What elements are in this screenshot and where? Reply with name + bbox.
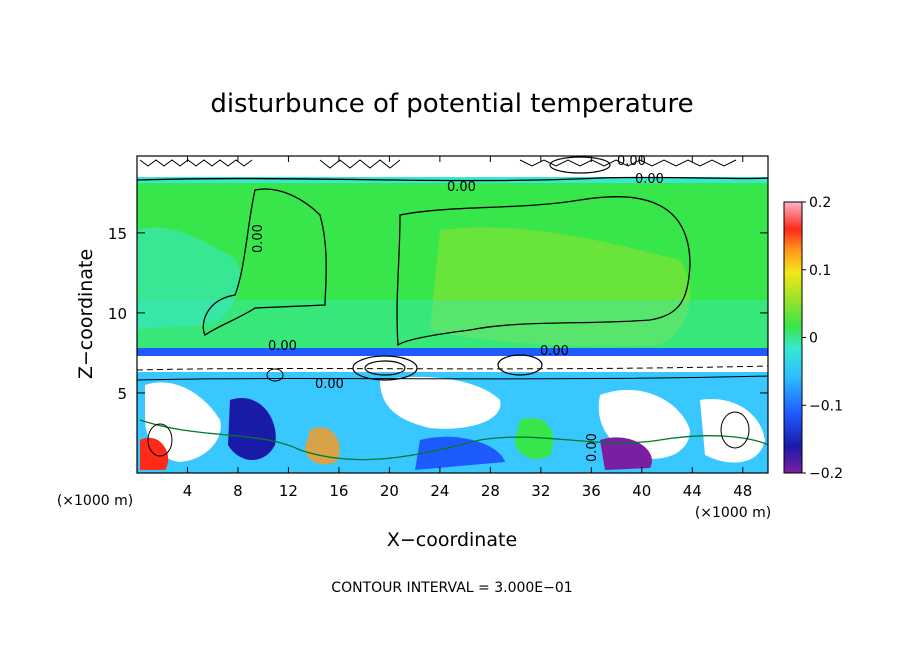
contour-interval-footer: CONTOUR INTERVAL = 3.000E−01 bbox=[331, 580, 572, 596]
plot-frame bbox=[136, 155, 769, 474]
colorbar-gradient bbox=[783, 201, 803, 474]
trop-red-2 bbox=[305, 427, 340, 465]
y-axis-label: Z−coordinate bbox=[75, 249, 97, 379]
contour-top-line bbox=[137, 176, 768, 182]
contour-label: 0.00 bbox=[617, 154, 646, 169]
left-cyan-patch bbox=[137, 227, 241, 330]
contour-cluster-left bbox=[352, 355, 418, 381]
contour-trop-dashed bbox=[137, 365, 768, 371]
trop-blue-2 bbox=[415, 436, 505, 470]
contour-loop-2 bbox=[147, 423, 173, 457]
x-tick-label: 16 bbox=[329, 482, 348, 500]
x-tick-label: 44 bbox=[683, 482, 702, 500]
trop-blue-1 bbox=[228, 398, 276, 460]
colorbar-tick-label: 0.2 bbox=[809, 195, 831, 211]
y-tick-label: 15 bbox=[108, 225, 127, 243]
contour-label: 0.00 bbox=[251, 224, 266, 253]
y-tick-label: 10 bbox=[108, 305, 127, 323]
x-tick-label: 24 bbox=[430, 482, 449, 500]
yellowgreen-patch bbox=[430, 227, 691, 347]
x-unit-left: (×1000 m) bbox=[57, 493, 133, 509]
y-axis-ticks: 5 10 15 bbox=[108, 225, 768, 403]
x-tick-label: 12 bbox=[279, 482, 298, 500]
colorbar-tick-label: 0 bbox=[809, 331, 818, 347]
contour-labels: 0.00 0.00 0.00 0.00 0.00 0.00 0.00 0.00 bbox=[251, 154, 664, 462]
contour-top-noise bbox=[139, 159, 737, 169]
x-tick-label: 40 bbox=[632, 482, 651, 500]
tropopause-white bbox=[137, 356, 768, 372]
contour-trop-line bbox=[137, 375, 768, 381]
contour-cluster-mid bbox=[497, 354, 543, 376]
trop-green-1 bbox=[515, 418, 554, 460]
contour-label: 0.00 bbox=[540, 344, 569, 359]
x-tick-label: 8 bbox=[233, 482, 243, 500]
chart-title: disturbunce of potential temperature bbox=[210, 89, 693, 119]
colorbar-ticks: 0.2 0.1 0 −0.1 −0.2 bbox=[802, 195, 843, 482]
contour-label: 0.00 bbox=[635, 172, 664, 187]
contour-cluster-left-inner bbox=[364, 360, 406, 376]
top-cap-band bbox=[137, 156, 768, 180]
colorbar-tick-label: −0.2 bbox=[809, 466, 843, 482]
colorbar: 0.2 0.1 0 −0.1 −0.2 bbox=[783, 195, 843, 482]
contour-loop-3 bbox=[720, 411, 750, 449]
x-tick-label: 36 bbox=[582, 482, 601, 500]
heatmap-field bbox=[137, 156, 768, 473]
trop-white-4 bbox=[700, 399, 765, 463]
x-axis-ticks: 4 8 12 16 20 24 28 32 36 40 44 48 bbox=[183, 156, 752, 500]
contour-label: 0.00 bbox=[268, 339, 297, 354]
contour-right-block bbox=[396, 196, 691, 347]
cyan-band-lower bbox=[137, 300, 768, 348]
y-tick-label: 5 bbox=[117, 385, 127, 403]
contour-label: 0.00 bbox=[585, 433, 600, 462]
colorbar-tick-label: −0.1 bbox=[809, 398, 843, 414]
trop-white-2 bbox=[380, 376, 501, 429]
contour-loop-1 bbox=[266, 368, 284, 382]
colorbar-tick-label: 0.1 bbox=[809, 263, 831, 279]
tropopause-blue bbox=[137, 348, 768, 356]
contour-label: 0.00 bbox=[447, 180, 476, 195]
x-tick-label: 32 bbox=[531, 482, 550, 500]
x-unit-right: (×1000 m) bbox=[695, 505, 771, 521]
x-tick-label: 48 bbox=[733, 482, 752, 500]
contour-left-block bbox=[202, 188, 327, 336]
contour-label: 0.00 bbox=[315, 377, 344, 392]
x-tick-label: 28 bbox=[481, 482, 500, 500]
contour-bottom-green bbox=[139, 419, 768, 461]
trop-purple-1 bbox=[600, 437, 652, 470]
trop-white-1 bbox=[145, 382, 221, 462]
contour-cluster-top bbox=[549, 156, 611, 174]
x-tick-label: 20 bbox=[380, 482, 399, 500]
x-axis-label: X−coordinate bbox=[387, 529, 517, 551]
x-tick-label: 4 bbox=[183, 482, 193, 500]
